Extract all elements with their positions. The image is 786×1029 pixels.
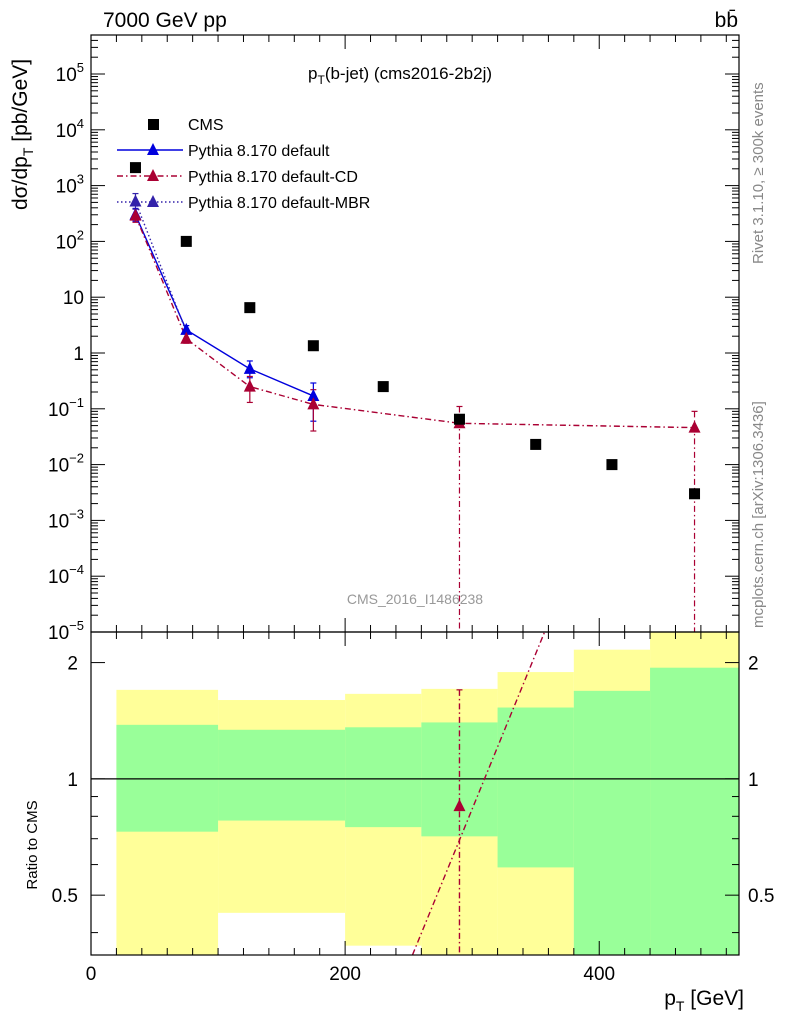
point-pythia-8-170-default-cd [307,397,320,410]
y-tick-label: 1 [73,344,84,365]
side-text-top: Rivet 3.1.10, ≥ 300k events [750,82,767,264]
main-panel [129,162,701,632]
x-axis-label-b: [GeV] [684,987,744,1010]
ratio-band-green [218,729,346,821]
y-tick-label: 10−5 [48,618,84,644]
x-axis-label-a: p [664,987,676,1010]
y-axis-label-main-a: dσ/dp [9,156,32,210]
axes-frames: 0 200 400 10−5 10−4 10−3 10−2 10−1 1 10 102 103 104 1… [48,34,774,985]
x-tick-label: 400 [583,964,615,985]
legend-label-pythia-8-170-default: Pythia 8.170 default [188,143,330,160]
ratio-y-tick-label-right: 1 [748,770,759,791]
x-axis-label-sub: T [676,998,685,1014]
ratio-panel [91,632,739,955]
legend-label-pythia-8-170-default-cd: Pythia 8.170 default-CD [188,169,358,186]
point-pythia-8-170-default-cd [129,208,142,221]
y-tick-label: 10−2 [48,451,84,477]
ratio-y-tick-label-left: 1 [67,770,78,791]
series-line-pythia-8-170-default [134,214,314,397]
point-cms [377,381,389,393]
legend-label-pythia-8-170-default-mbr: Pythia 8.170 default-MBR [188,195,370,212]
plot-title-sub: T [317,73,325,87]
process-label: bb̄ [715,9,738,32]
plot-title-main: p [308,64,317,83]
plot-title: pT(b-jet) (cms2016-2b2j) [308,64,492,87]
point-cms [307,340,319,352]
ratio-frame [90,631,740,956]
point-cms [129,162,141,174]
ratio-y-tick-label-left: 2 [67,654,78,675]
point-pythia-8-170-default [307,388,320,401]
y-tick-label: 102 [56,227,84,253]
point-cms [530,438,542,450]
ratio-y-tick-label-right: 2 [748,654,759,675]
point-cms [606,459,618,471]
y-tick-label: 105 [56,60,84,86]
point-cms [244,302,256,314]
plot-title-rest: (b-jet) (cms2016-2b2j) [325,64,492,83]
x-axis-label: pT [GeV] [664,987,744,1014]
y-tick-label: 10−1 [48,395,84,421]
y-axis-label-main-b: [pb/GeV] [9,59,32,148]
legend-marker-pythia-8-170-default-mbr [147,195,159,207]
legend-marker-pythia-8-170-default-cd [147,169,159,181]
y-tick-label: 104 [56,116,84,142]
y-axis-label-ratio: Ratio to CMS [24,800,41,889]
point-pythia-8-170-default-cd [180,331,193,344]
y-axis-label-main-sub: T [20,147,36,156]
ratio-band-green [116,724,219,832]
x-tick-label: 200 [329,964,361,985]
series-line-default-mbr [134,201,187,333]
point-pythia-8-170-default [243,361,256,374]
ratio-band-green [497,707,574,868]
legend-marker-pythia-8-170-default [147,143,159,155]
watermark: CMS_2016_I1486238 [347,591,483,607]
x-tick-label: 0 [86,964,97,985]
point-cms [180,235,192,247]
ratio-line-default-cd [411,632,546,955]
ratio-point-default-cd [453,799,466,812]
ratio-y-tick-label-right: 0.5 [748,886,774,907]
ratio-band-green [573,690,651,955]
ratio-band-green [345,727,422,828]
point-cms [689,488,701,500]
energy-label: 7000 GeV pp [103,9,227,32]
point-cms [453,413,465,425]
y-tick-label: 10−4 [48,562,84,588]
legend: CMS Pythia 8.170 default Pythia 8.170 defa… [117,117,370,212]
y-tick-label: 103 [56,172,84,198]
ratio-y-tick-label-left: 0.5 [52,886,78,907]
series-line-pythia-8-170-default-cd [134,215,695,429]
point-pythia-8-170-default-cd [243,379,256,392]
point-pythia-8-170-default [180,322,193,335]
point-pythia-8-170-default-mbr [129,194,142,207]
y-tick-label: 10−3 [48,506,84,532]
side-text-bottom: mcplots.cern.ch [arXiv:1306.3436] [750,401,767,628]
legend-marker-cms [148,119,159,130]
legend-label-cms: CMS [188,117,224,134]
ratio-band-green [650,667,739,955]
point-pythia-8-170-default-cd [688,420,701,433]
y-axis-label-main: dσ/dpT [pb/GeV] [9,59,36,210]
y-tick-label: 10 [63,288,84,309]
